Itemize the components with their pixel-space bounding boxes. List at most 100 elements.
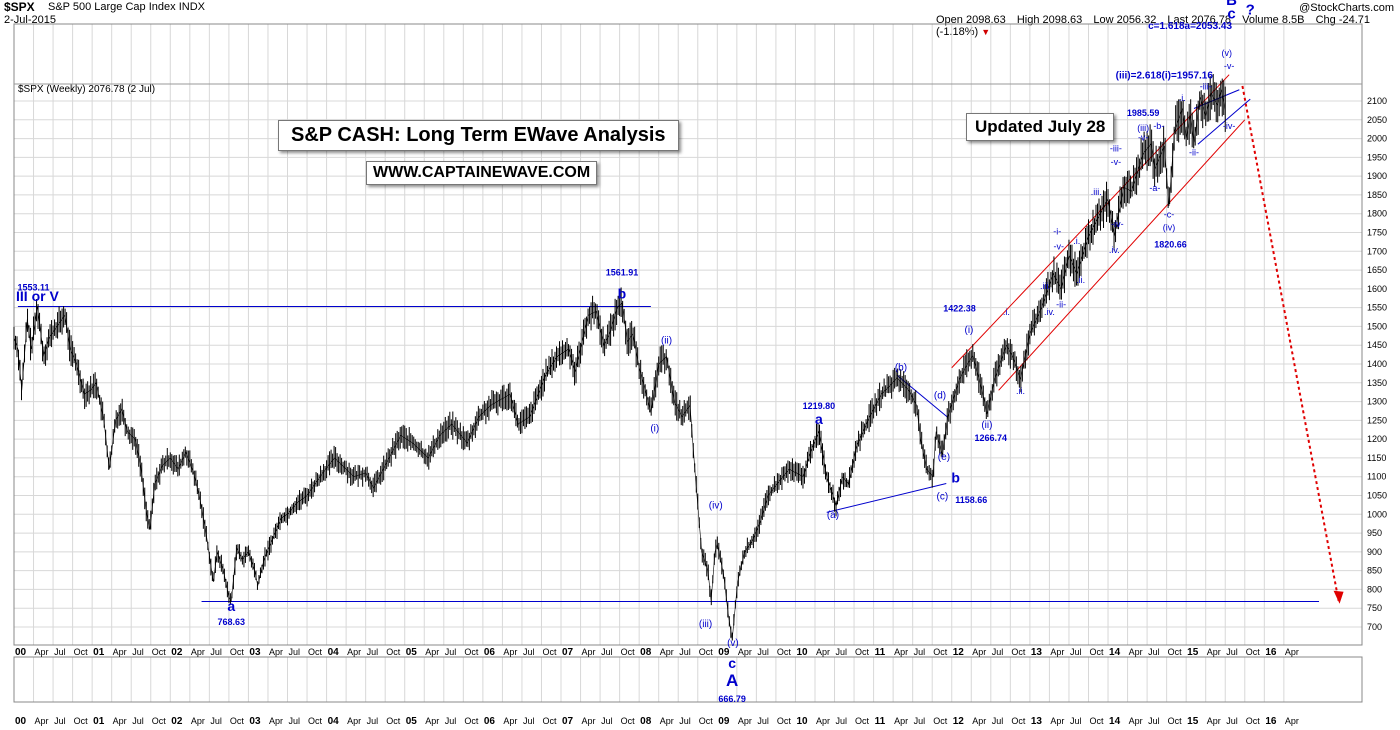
x-tick-label-bottom: Apr bbox=[582, 716, 596, 726]
wave-label: 1219.80 bbox=[803, 401, 836, 411]
wave-label: -b- bbox=[1153, 121, 1164, 131]
x-tick-label: Oct bbox=[74, 647, 89, 657]
x-tick-label-bottom: Jul bbox=[836, 716, 848, 726]
x-tick-label: 10 bbox=[796, 647, 808, 658]
exchange-label: INDX bbox=[178, 1, 205, 13]
y-tick-label: 1800 bbox=[1367, 209, 1387, 219]
x-tick-label: Apr bbox=[113, 647, 127, 657]
wave-label: -v- bbox=[1111, 157, 1122, 167]
forecast-arrowhead bbox=[1333, 590, 1344, 604]
x-tick-label: Jul bbox=[601, 647, 613, 657]
wave-label: .i. bbox=[1179, 93, 1186, 103]
x-tick-label: 06 bbox=[484, 647, 496, 658]
volume-label: Volume bbox=[1242, 14, 1279, 26]
x-tick-label-bottom: Apr bbox=[660, 716, 674, 726]
x-tick-label: 13 bbox=[1031, 647, 1043, 658]
x-tick-label-bottom: 02 bbox=[171, 716, 183, 727]
x-tick-label-bottom: Oct bbox=[777, 716, 792, 726]
wave-label: c=1.618a=2053.43 bbox=[1148, 21, 1232, 32]
x-tick-label: Jul bbox=[210, 647, 222, 657]
x-tick-label-bottom: 12 bbox=[953, 716, 965, 727]
wave-label: (iii) bbox=[699, 619, 712, 630]
volume-value: 8.5B bbox=[1281, 14, 1305, 26]
x-tick-label-bottom: Oct bbox=[933, 716, 948, 726]
x-tick-label: Oct bbox=[1168, 647, 1183, 657]
x-tick-label: Apr bbox=[1285, 647, 1299, 657]
x-tick-label-bottom: Oct bbox=[542, 716, 557, 726]
x-tick-label-bottom: Apr bbox=[1285, 716, 1299, 726]
y-axis: 700 750 800 850 900 950 1000 1050 1100 1150 1200 12… bbox=[1367, 96, 1387, 632]
open-value: 2098.63 bbox=[965, 14, 1006, 26]
website-box: WWW.CAPTAINEWAVE.COM bbox=[366, 161, 598, 185]
wedge-bottom-line bbox=[826, 482, 947, 513]
x-tick-label: Apr bbox=[425, 647, 439, 657]
wave-label: a bbox=[815, 411, 823, 427]
wave-label: -c- bbox=[1164, 209, 1175, 219]
wave-label: a bbox=[227, 598, 235, 614]
y-tick-label: 1750 bbox=[1367, 228, 1387, 238]
x-tick-label-bottom: 05 bbox=[406, 716, 418, 727]
wave-label: 1422.38 bbox=[943, 303, 976, 313]
x-tick-label: Apr bbox=[738, 647, 752, 657]
x-tick-label: 15 bbox=[1187, 647, 1199, 658]
x-tick-label: Jul bbox=[836, 647, 848, 657]
x-tick-label: Apr bbox=[269, 647, 283, 657]
x-tick-label: 07 bbox=[562, 647, 574, 658]
wave-label: (iii) bbox=[1137, 123, 1149, 133]
y-tick-label: 1100 bbox=[1367, 472, 1386, 482]
x-tick-label-bottom: Jul bbox=[757, 716, 769, 726]
wave-label: III or V bbox=[16, 288, 59, 304]
high-label: High bbox=[1016, 14, 1040, 26]
low-label: Low bbox=[1093, 14, 1114, 26]
x-tick-label-bottom: Apr bbox=[972, 716, 986, 726]
wave-label: 1553.11 bbox=[18, 283, 50, 293]
index-name: S&P 500 Large Cap Index bbox=[48, 1, 176, 13]
x-tick-label: Apr bbox=[347, 647, 361, 657]
wave-label: (e) bbox=[938, 452, 950, 463]
y-tick-label: 850 bbox=[1367, 566, 1382, 576]
wave-label: (iv) bbox=[709, 501, 723, 512]
price-close-line bbox=[13, 89, 1226, 640]
x-tick-label-bottom: Apr bbox=[1207, 716, 1221, 726]
x-tick-label-bottom: 06 bbox=[484, 716, 496, 727]
wave-label: (i) bbox=[650, 424, 659, 435]
overlay-layer bbox=[17, 74, 1344, 604]
x-tick-label-bottom: Jul bbox=[679, 716, 691, 726]
x-tick-label-bottom: Oct bbox=[464, 716, 479, 726]
wave-label: (ii) bbox=[981, 420, 992, 431]
wave-label: 1561.91 bbox=[606, 268, 639, 278]
wave-label: .ii. bbox=[1076, 275, 1085, 285]
x-tick-label: 01 bbox=[93, 647, 105, 658]
y-tick-label: 700 bbox=[1367, 622, 1382, 632]
x-tick-label: Oct bbox=[1246, 647, 1261, 657]
y-tick-label: 1250 bbox=[1367, 415, 1387, 425]
y-tick-label: 1350 bbox=[1367, 378, 1387, 388]
last-value: 2076.78 bbox=[1191, 14, 1232, 26]
y-tick-label: 1200 bbox=[1367, 434, 1387, 444]
x-tick-label: Jul bbox=[992, 647, 1004, 657]
x-tick-label: Oct bbox=[621, 647, 636, 657]
x-tick-label-bottom: Oct bbox=[621, 716, 636, 726]
x-tick-label: Apr bbox=[582, 647, 596, 657]
channel-lower-line bbox=[998, 119, 1246, 391]
wave-label: .i. bbox=[1003, 307, 1010, 317]
wave-label: b bbox=[618, 285, 627, 301]
y-tick-label: 1550 bbox=[1367, 303, 1387, 313]
y-tick-label: 1650 bbox=[1367, 265, 1387, 275]
x-tick-label-bottom: 04 bbox=[328, 716, 340, 727]
x-tick-label: Jul bbox=[523, 647, 535, 657]
price-layer bbox=[13, 74, 1226, 641]
chart-date: 2-Jul-2015 bbox=[4, 14, 56, 26]
x-tick-label: Apr bbox=[660, 647, 674, 657]
x-tick-label-bottom: Jul bbox=[445, 716, 457, 726]
low-value: 2056.32 bbox=[1116, 14, 1157, 26]
wave-label: (ii) bbox=[661, 335, 672, 346]
x-tick-label: Apr bbox=[503, 647, 517, 657]
wave-label: 1820.66 bbox=[1154, 240, 1187, 250]
x-tick-label-bottom: Jul bbox=[1070, 716, 1082, 726]
wave-label: 768.63 bbox=[217, 617, 245, 627]
x-tick-label-bottom: Oct bbox=[74, 716, 89, 726]
x-tick-label-bottom: 16 bbox=[1265, 716, 1277, 727]
wave-label: (c) bbox=[937, 491, 949, 502]
inner-channel-lower-line bbox=[1197, 98, 1251, 145]
